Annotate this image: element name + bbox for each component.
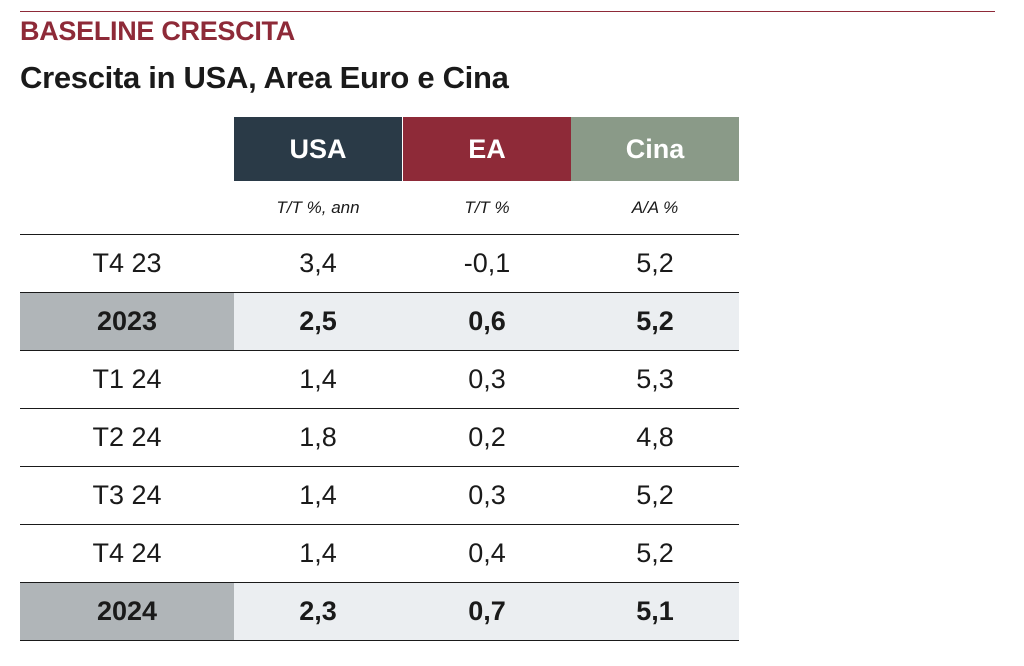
table-row: T1 24 1,4 0,3 5,3 (20, 351, 739, 408)
row-highlight (234, 583, 739, 640)
cell-ea: 0,3 (468, 480, 506, 510)
row-label: 2023 (20, 293, 234, 350)
row-rule (20, 234, 739, 235)
row-label: T1 24 (92, 364, 162, 394)
cell-ea: 0,7 (468, 596, 506, 626)
row-highlight (234, 293, 739, 350)
row-label: 2024 (20, 583, 234, 640)
table-row: T2 24 1,8 0,2 4,8 (20, 409, 739, 466)
column-header-ea: EA (403, 117, 571, 181)
row-rule (20, 524, 739, 525)
column-unit-ea: T/T % (464, 197, 510, 217)
top-rule (20, 11, 995, 12)
cell-ea: 0,4 (468, 538, 506, 568)
column-unit-usa: T/T %, ann (276, 197, 360, 217)
cell-cina: 5,1 (636, 596, 674, 626)
row-rule (20, 350, 739, 351)
cell-cina: 4,8 (636, 422, 674, 452)
cell-cina: 5,3 (636, 364, 674, 394)
unit-row: T/T %, ann T/T % A/A % (20, 181, 739, 234)
table-row: 2023 2,5 0,6 5,2 (20, 293, 739, 350)
row-label: T2 24 (92, 422, 162, 452)
growth-table: USA EA Cina T/T %, ann T/T % A/A % T4 23 3,4 -… (20, 117, 739, 641)
cell-usa: 2,5 (299, 306, 337, 336)
column-unit-cina: A/A % (631, 197, 679, 217)
cell-usa: 1,4 (299, 538, 337, 568)
column-header-cina: Cina (571, 117, 739, 181)
cell-usa: 2,3 (299, 596, 337, 626)
row-rule (20, 582, 739, 583)
row-label: T3 24 (92, 480, 162, 510)
row-label: T4 24 (92, 538, 162, 568)
column-header-row: USA EA Cina (20, 117, 739, 181)
cell-usa: 3,4 (299, 248, 337, 278)
table-row: 2024 2,3 0,7 5,1 (20, 583, 739, 640)
cell-ea: 0,6 (468, 306, 506, 336)
cell-cina: 5,2 (636, 248, 674, 278)
row-rule (20, 466, 739, 467)
row-rule (20, 408, 739, 409)
table-body: T4 23 3,4 -0,1 5,2 2023 2,5 0,6 5,2 T1 24 1,4 0,3 5… (20, 235, 739, 641)
table-row: T3 24 1,4 0,3 5,2 (20, 467, 739, 524)
row-rule (20, 640, 739, 641)
chart-title: Crescita in USA, Area Euro e Cina (20, 60, 509, 95)
cell-usa: 1,4 (299, 364, 337, 394)
cell-ea: 0,3 (468, 364, 506, 394)
table-row: T4 24 1,4 0,4 5,2 (20, 525, 739, 582)
cell-cina: 5,2 (636, 306, 674, 336)
section-kicker: BASELINE CRESCITA (20, 16, 295, 46)
cell-cina: 5,2 (636, 480, 674, 510)
row-label: T4 23 (92, 248, 162, 278)
cell-ea: -0,1 (463, 248, 511, 278)
table-row: T4 23 3,4 -0,1 5,2 (20, 235, 739, 292)
cell-ea: 0,2 (468, 422, 506, 452)
cell-usa: 1,8 (299, 422, 337, 452)
cell-usa: 1,4 (299, 480, 337, 510)
row-rule (20, 292, 739, 293)
cell-cina: 5,2 (636, 538, 674, 568)
column-header-usa: USA (234, 117, 402, 181)
